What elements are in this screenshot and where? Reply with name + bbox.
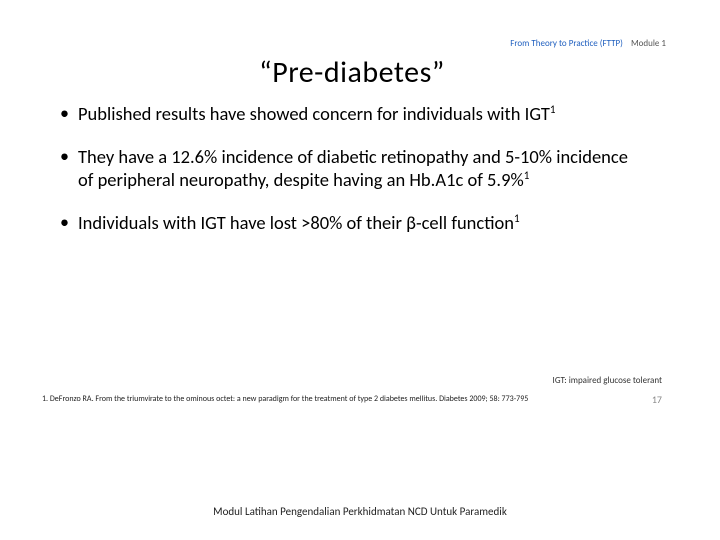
footer-caption: Modul Latihan Pengendalian Perkhidmatan … xyxy=(0,505,720,518)
bullet-text: Published results have showed concern fo… xyxy=(78,102,550,125)
program-label: From Theory to Practice (FTTP) xyxy=(510,38,623,49)
superscript: 1 xyxy=(550,102,556,116)
page-number: 17 xyxy=(652,393,662,406)
reference-line: 1. DeFronzo RA. From the triumvirate to … xyxy=(42,394,602,404)
slide-header: From Theory to Practice (FTTP) Module 1 xyxy=(510,38,666,49)
bullet-item: Individuals with IGT have lost >80% of t… xyxy=(60,211,640,234)
superscript: 1 xyxy=(524,168,530,182)
module-label: Module 1 xyxy=(631,38,666,49)
bullet-text: Individuals with IGT have lost >80% of t… xyxy=(78,211,514,234)
slide-title: “Pre-diabetes” xyxy=(42,54,662,91)
bullet-text: They have a 12.6% incidence of diabetic … xyxy=(78,145,628,191)
bullet-item: They have a 12.6% incidence of diabetic … xyxy=(60,145,640,191)
bullet-list: Published results have showed concern fo… xyxy=(60,102,640,255)
page-container: From Theory to Practice (FTTP) Module 1 … xyxy=(0,0,720,540)
abbrev-note: IGT: impaired glucose tolerant xyxy=(553,375,662,386)
slide: From Theory to Practice (FTTP) Module 1 … xyxy=(42,8,662,408)
superscript: 1 xyxy=(514,211,520,225)
bullet-item: Published results have showed concern fo… xyxy=(60,102,640,125)
